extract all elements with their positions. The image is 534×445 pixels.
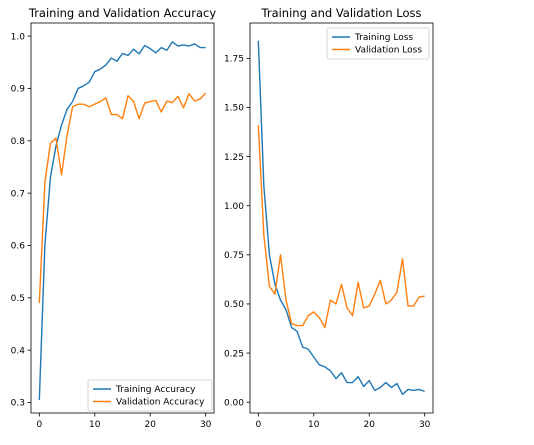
x-tick-label: 0 [255,420,261,430]
legend-box [326,27,430,60]
legend-label: Validation Accuracy [116,398,205,408]
series-line-training-accuracy [38,41,206,400]
x-tick-label: 20 [364,420,376,430]
x-tick-label: 0 [36,420,42,430]
legend: Training Loss Validation Loss [326,27,430,60]
y-tick-label: 0.00 [224,398,244,408]
y-tick-label: 0.9 [11,85,26,95]
y-tick-label: 1.00 [224,202,244,212]
x-tick-label: 30 [200,420,212,430]
chart-2: Training and Validation Loss 0 10 20 30 0.00 0… [224,6,434,430]
y-tick-label: 0.6 [11,242,26,252]
legend-label: Training Loss [354,33,413,43]
legend-box [87,379,213,412]
y-tick-label: 0.25 [224,349,244,359]
y-tick-label: 1.75 [224,55,244,65]
series-line-validation-accuracy [38,92,207,304]
series-line-validation-loss [257,125,425,329]
y-tick-label: 0.50 [224,300,244,310]
y-tick-label: 0.7 [11,189,25,199]
chart-title: Training and Validation Loss [261,6,422,20]
x-tick-label: 20 [145,420,157,430]
x-tick-label: 30 [419,420,431,430]
chart-title: Training and Validation Accuracy [28,6,216,20]
y-tick-label: 0.5 [11,294,25,304]
x-tick-label: 10 [308,420,320,430]
series-line-training-loss [257,40,425,396]
y-tick-label: 0.8 [11,137,26,147]
plot-frame [30,22,215,414]
y-tick-label: 0.4 [11,346,26,356]
chart-1: Training and Validation Accuracy 0 10 20 30 0… [11,6,217,430]
y-tick-label: 0.75 [224,251,244,261]
x-tick-label: 10 [89,420,101,430]
y-tick-label: 1.0 [11,32,26,42]
y-tick-label: 1.50 [224,104,244,114]
legend: Training Accuracy Validation Accuracy [87,379,213,412]
legend-label: Validation Loss [355,46,422,56]
y-tick-label: 1.25 [224,153,244,163]
plot-frame [249,22,434,414]
y-tick-label: 0.3 [11,399,25,409]
legend-label: Training Accuracy [115,385,196,395]
